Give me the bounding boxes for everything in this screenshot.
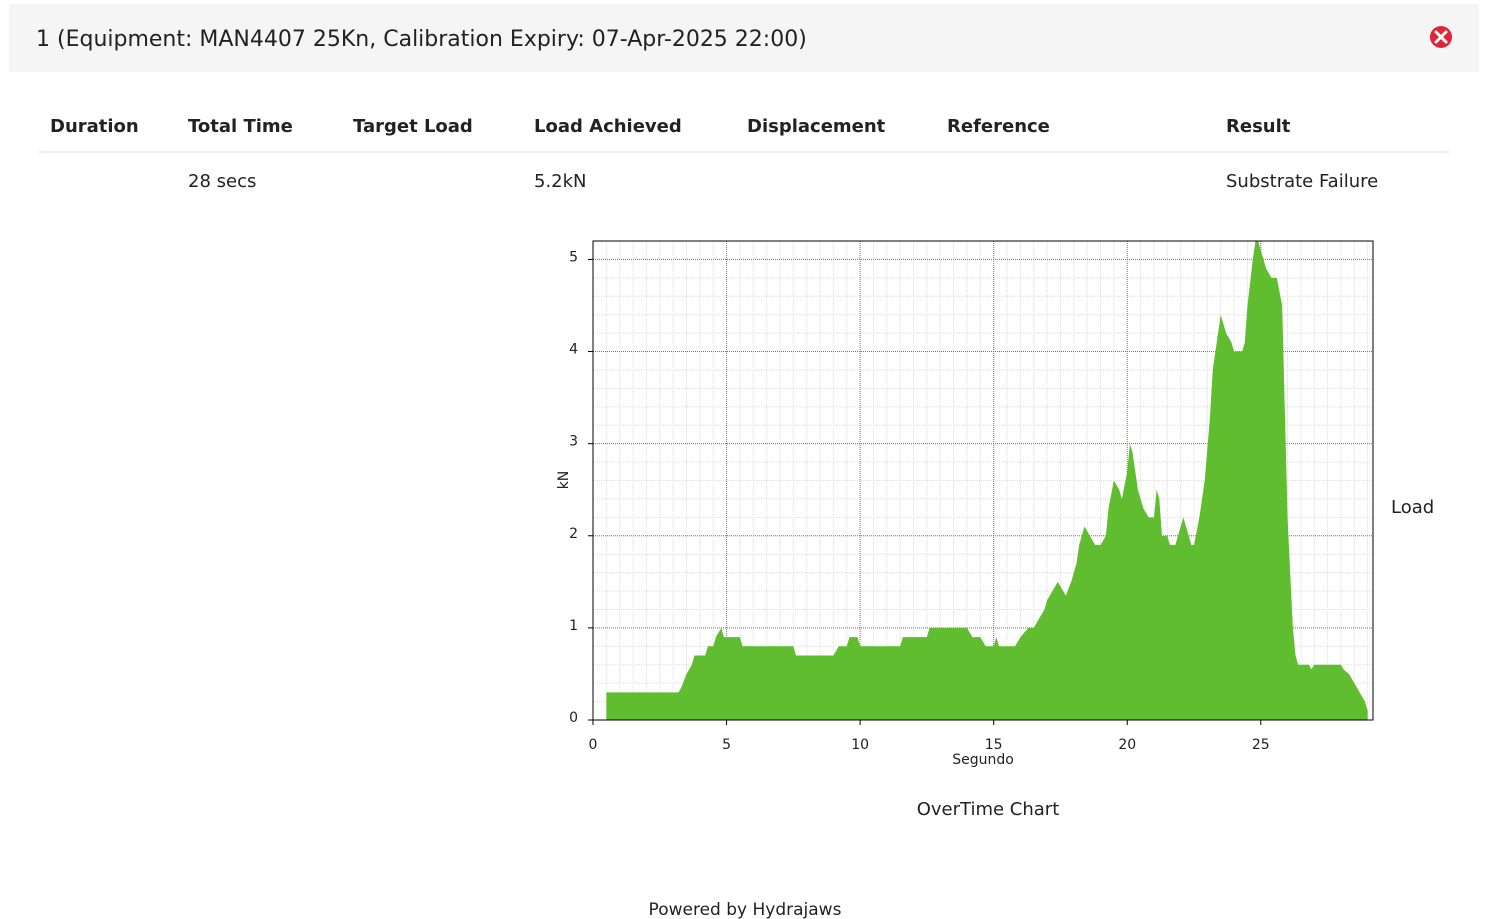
table-header: Target Load	[353, 116, 473, 137]
y-tick-label: 1	[569, 618, 578, 634]
legend-entry: Load	[1391, 497, 1434, 518]
table-cell: Substrate Failure	[1226, 171, 1378, 192]
table-header: Total Time	[188, 116, 293, 137]
header-title: 1 (Equipment: MAN4407 25Kn, Calibration …	[36, 27, 807, 52]
table-cell: 28 secs	[188, 171, 256, 192]
footer-text: Powered by Hydrajaws	[649, 900, 842, 919]
table-header: Duration	[50, 116, 139, 137]
table-header: Displacement	[747, 116, 886, 137]
y-tick-label: 2	[569, 526, 578, 542]
table-cell: 5.2kN	[534, 171, 587, 192]
y-tick-label: 3	[569, 434, 578, 450]
x-tick-label: 5	[722, 737, 731, 753]
y-axis-label: kN	[556, 471, 572, 490]
x-tick-label: 0	[589, 737, 598, 753]
close-button[interactable]	[1430, 26, 1452, 48]
chart-caption: OverTime Chart	[917, 799, 1060, 820]
x-axis-label: Segundo	[952, 752, 1014, 768]
table-header: Load Achieved	[534, 116, 682, 137]
plot-frame	[592, 240, 1374, 721]
x-tick-label: 15	[985, 737, 1003, 753]
header-bar	[9, 4, 1479, 72]
area	[606, 241, 1368, 720]
x-tick-label: 20	[1118, 737, 1136, 753]
x-tick-label: 25	[1252, 737, 1270, 753]
y-tick-label: 0	[569, 710, 578, 726]
table-header: Reference	[947, 116, 1050, 137]
y-tick-label: 4	[569, 342, 578, 358]
y-tick-label: 5	[569, 249, 578, 265]
x-tick-label: 10	[851, 737, 869, 753]
table-header: Result	[1226, 116, 1291, 137]
